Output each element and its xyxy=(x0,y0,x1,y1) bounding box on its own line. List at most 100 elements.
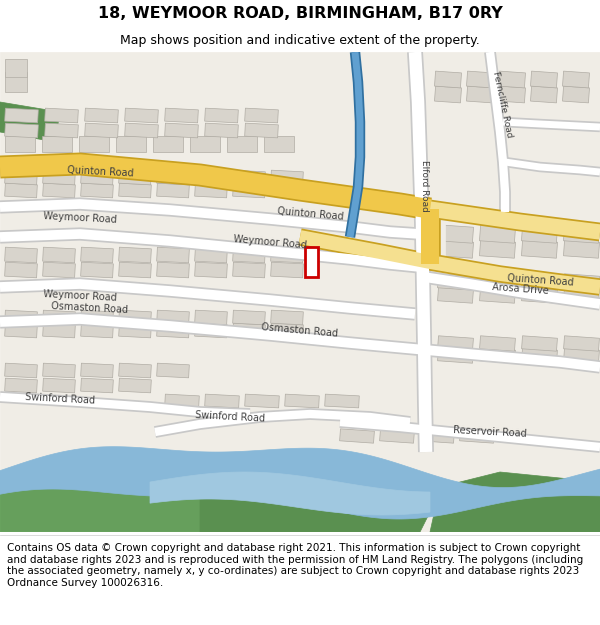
Polygon shape xyxy=(43,323,76,338)
Polygon shape xyxy=(325,394,359,408)
Polygon shape xyxy=(437,274,473,290)
Polygon shape xyxy=(157,323,190,338)
Polygon shape xyxy=(437,348,473,363)
Polygon shape xyxy=(233,310,265,325)
Polygon shape xyxy=(119,183,151,198)
Polygon shape xyxy=(5,262,37,278)
Polygon shape xyxy=(157,310,190,325)
Polygon shape xyxy=(194,247,227,263)
Polygon shape xyxy=(521,287,557,303)
Polygon shape xyxy=(119,310,151,325)
Polygon shape xyxy=(434,71,461,88)
Polygon shape xyxy=(245,394,279,408)
Polygon shape xyxy=(521,240,557,258)
Polygon shape xyxy=(530,86,557,103)
Polygon shape xyxy=(233,262,265,278)
Polygon shape xyxy=(200,477,430,532)
Polygon shape xyxy=(479,225,515,243)
Polygon shape xyxy=(43,170,76,185)
Text: Swinford Road: Swinford Road xyxy=(195,410,265,424)
Polygon shape xyxy=(563,71,589,88)
Polygon shape xyxy=(271,310,304,325)
Polygon shape xyxy=(305,247,318,277)
Polygon shape xyxy=(43,310,76,325)
Polygon shape xyxy=(157,170,190,185)
Text: Osmaston Road: Osmaston Road xyxy=(261,322,339,338)
Polygon shape xyxy=(233,170,265,185)
Text: Ferncliffe Road: Ferncliffe Road xyxy=(491,70,514,138)
Polygon shape xyxy=(119,247,151,263)
Polygon shape xyxy=(119,323,151,338)
Text: Quinton Road: Quinton Road xyxy=(277,206,344,222)
Polygon shape xyxy=(271,323,304,338)
Polygon shape xyxy=(521,336,557,351)
Polygon shape xyxy=(5,183,37,198)
Polygon shape xyxy=(437,225,473,243)
Polygon shape xyxy=(521,274,557,290)
Polygon shape xyxy=(0,467,230,532)
Polygon shape xyxy=(80,183,113,198)
Polygon shape xyxy=(271,247,304,263)
Polygon shape xyxy=(380,429,415,443)
Text: Weymoor Road: Weymoor Road xyxy=(233,234,307,250)
Polygon shape xyxy=(245,108,278,123)
Polygon shape xyxy=(165,394,199,408)
Polygon shape xyxy=(157,247,190,263)
Polygon shape xyxy=(119,262,151,278)
Polygon shape xyxy=(430,472,600,532)
Polygon shape xyxy=(5,363,37,378)
Polygon shape xyxy=(434,86,461,103)
Text: Reservoir Road: Reservoir Road xyxy=(453,425,527,439)
Polygon shape xyxy=(233,183,265,198)
Polygon shape xyxy=(340,429,374,443)
Polygon shape xyxy=(157,363,190,378)
Polygon shape xyxy=(194,310,227,325)
Bar xyxy=(190,136,220,152)
Polygon shape xyxy=(5,170,37,185)
Polygon shape xyxy=(5,310,37,325)
Polygon shape xyxy=(233,323,265,338)
Polygon shape xyxy=(205,394,239,408)
Text: Osmaston Road: Osmaston Road xyxy=(51,301,129,315)
Polygon shape xyxy=(479,336,515,351)
Polygon shape xyxy=(85,108,118,123)
Polygon shape xyxy=(395,192,445,264)
Polygon shape xyxy=(0,467,230,532)
Polygon shape xyxy=(437,336,473,351)
Bar xyxy=(116,136,146,152)
Text: Weymoor Road: Weymoor Road xyxy=(43,211,117,225)
Polygon shape xyxy=(563,86,589,103)
Polygon shape xyxy=(467,71,493,88)
Polygon shape xyxy=(563,240,599,258)
Polygon shape xyxy=(80,247,113,263)
Polygon shape xyxy=(499,71,526,88)
Polygon shape xyxy=(80,170,113,185)
Bar xyxy=(79,136,109,152)
Polygon shape xyxy=(499,86,526,103)
Polygon shape xyxy=(205,108,238,123)
Polygon shape xyxy=(43,183,76,198)
Polygon shape xyxy=(43,247,76,263)
Polygon shape xyxy=(5,378,37,393)
Polygon shape xyxy=(80,323,113,338)
Polygon shape xyxy=(43,363,76,378)
Polygon shape xyxy=(164,108,199,123)
Polygon shape xyxy=(194,170,227,185)
Polygon shape xyxy=(205,123,238,138)
Polygon shape xyxy=(164,123,199,138)
Bar xyxy=(264,136,294,152)
Polygon shape xyxy=(437,287,473,303)
Polygon shape xyxy=(563,274,599,290)
Text: Quinton Road: Quinton Road xyxy=(506,272,574,288)
Polygon shape xyxy=(563,336,599,351)
Text: Quinton Road: Quinton Road xyxy=(67,165,133,179)
Bar xyxy=(5,72,27,92)
Polygon shape xyxy=(530,71,557,88)
Polygon shape xyxy=(5,123,38,138)
Polygon shape xyxy=(479,287,515,303)
Text: Arosa Drive: Arosa Drive xyxy=(491,282,548,296)
Polygon shape xyxy=(125,108,158,123)
Polygon shape xyxy=(125,123,158,138)
Polygon shape xyxy=(0,102,60,142)
Polygon shape xyxy=(119,363,151,378)
